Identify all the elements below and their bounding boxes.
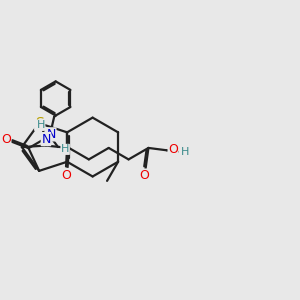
Text: N: N [41,133,51,146]
Text: H: H [37,120,45,130]
Text: O: O [168,143,178,156]
Text: S: S [35,116,44,130]
Text: O: O [1,133,11,146]
Text: O: O [61,169,71,182]
Text: O: O [139,169,149,182]
Text: H: H [61,144,69,154]
Text: N: N [46,128,56,141]
Text: H: H [181,147,189,157]
